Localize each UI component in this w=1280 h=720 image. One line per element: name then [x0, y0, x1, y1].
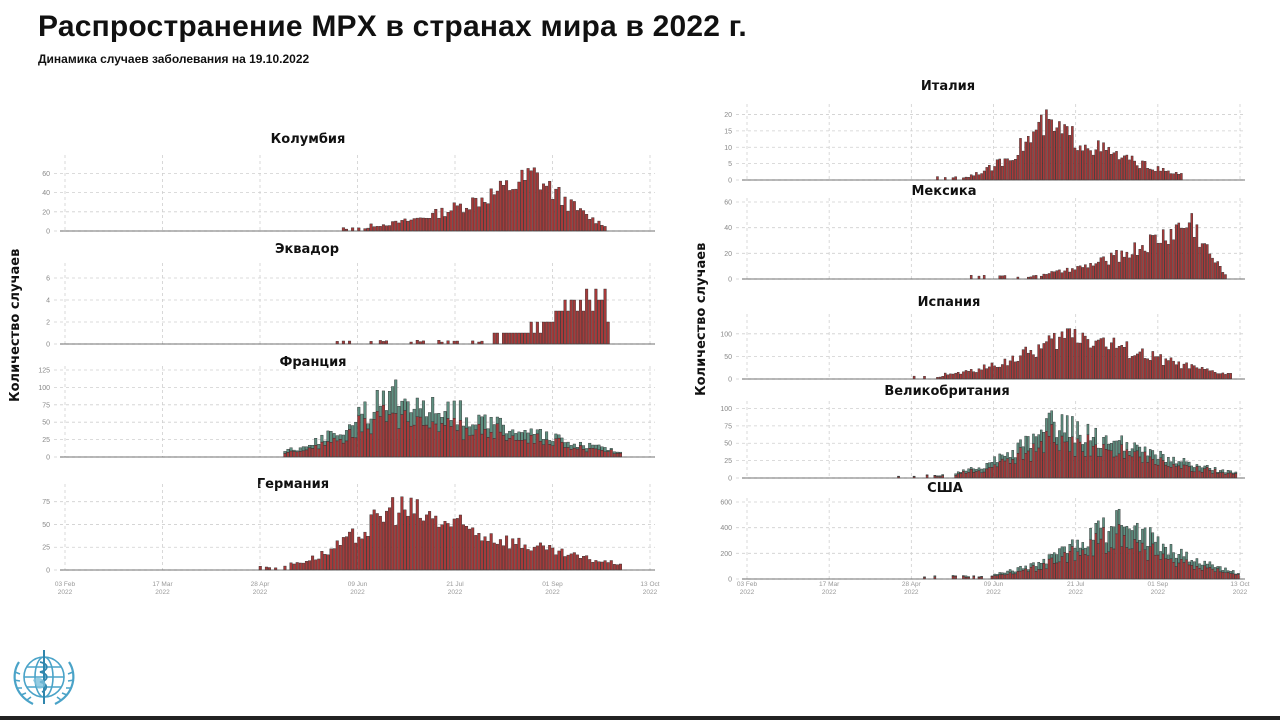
- chart-germany: Германия 0 25 50 75: [35, 477, 660, 575]
- x-tick-label: 17 Mar 2022: [819, 581, 840, 596]
- svg-text:125: 125: [38, 368, 50, 375]
- page-subtitle: Динамика случаев заболевания на 19.10.20…: [38, 52, 310, 66]
- x-tick-label: 09 Jun 2022: [347, 581, 368, 596]
- chart-title: Эквадор: [274, 242, 340, 257]
- svg-text:6: 6: [46, 276, 50, 283]
- svg-text:200: 200: [720, 551, 732, 558]
- chart-title: Италия: [920, 79, 976, 94]
- svg-text:50: 50: [42, 522, 50, 529]
- x-tick-label: 03 Feb 2022: [54, 581, 76, 596]
- chart-title: Германия: [256, 477, 330, 492]
- svg-text:100: 100: [38, 385, 50, 392]
- x-tick-label: 28 Apr 2022: [901, 581, 921, 596]
- svg-text:2: 2: [46, 320, 50, 327]
- svg-text:25: 25: [724, 458, 732, 465]
- svg-text:400: 400: [720, 525, 732, 532]
- chart-title: Великобритания: [884, 384, 1010, 399]
- x-tick-label: 17 Mar 2022: [152, 581, 173, 596]
- svg-text:50: 50: [724, 441, 732, 448]
- svg-text:0: 0: [728, 577, 732, 584]
- svg-text:0: 0: [46, 568, 50, 575]
- chart-italy: Италия 0 5 10 15 20: [720, 79, 1250, 185]
- chart-title: Франция: [279, 355, 347, 370]
- svg-text:5: 5: [728, 161, 732, 168]
- svg-text:25: 25: [42, 545, 50, 552]
- x-tick-label: 01 Sep 2022: [1147, 581, 1169, 596]
- svg-text:0: 0: [728, 178, 732, 185]
- chart-france: Франция 0 25 50 75 100 125: [35, 355, 660, 462]
- x-tick-label: 09 Jun 2022: [983, 581, 1004, 596]
- x-tick-label: 21 Jul 2022: [1066, 581, 1085, 596]
- svg-text:0: 0: [728, 377, 732, 384]
- svg-text:20: 20: [724, 112, 732, 119]
- svg-text:75: 75: [724, 423, 732, 430]
- chart-title: США: [927, 481, 963, 496]
- page-title: Распространение MPX в странах мира в 202…: [38, 10, 747, 43]
- svg-text:40: 40: [724, 225, 732, 232]
- svg-text:600: 600: [720, 500, 732, 507]
- svg-text:0: 0: [46, 455, 50, 462]
- svg-text:60: 60: [42, 171, 50, 178]
- chart-ecuador: Эквадор 0 2 4 6: [35, 242, 660, 349]
- svg-text:75: 75: [42, 499, 50, 506]
- svg-text:100: 100: [720, 331, 732, 338]
- svg-text:4: 4: [46, 298, 50, 305]
- x-tick-label: 28 Apr 2022: [250, 581, 270, 596]
- chart-title: Колумбия: [270, 132, 346, 147]
- svg-text:40: 40: [42, 190, 50, 197]
- x-tick-label: 21 Jul 2022: [446, 581, 464, 596]
- chart-title: Мексика: [911, 184, 977, 199]
- chart-colombia: Колумбия 0 20 40 60: [35, 132, 660, 236]
- svg-text:10: 10: [724, 145, 732, 152]
- svg-text:0: 0: [728, 277, 732, 284]
- svg-text:15: 15: [724, 128, 732, 135]
- who-logo-icon: [13, 650, 75, 705]
- x-tick-label: 13 Oct 2022: [640, 581, 660, 596]
- x-tick-label: 01 Sep 2022: [542, 581, 563, 596]
- svg-text:60: 60: [724, 200, 732, 207]
- y-axis-label-left: Количество случаев: [8, 248, 23, 402]
- bottom-border: [0, 716, 1280, 720]
- x-tick-label: 03 Feb 2022: [736, 581, 758, 596]
- chart-title: Испания: [917, 295, 981, 310]
- svg-text:0: 0: [728, 476, 732, 483]
- chart-usa: США 0 200 400 600: [720, 481, 1250, 584]
- y-axis-label-right: Количество случаев: [694, 242, 709, 396]
- svg-text:0: 0: [46, 229, 50, 236]
- svg-text:50: 50: [42, 420, 50, 427]
- svg-text:25: 25: [42, 437, 50, 444]
- svg-text:20: 20: [42, 209, 50, 216]
- svg-text:100: 100: [720, 406, 732, 413]
- svg-text:75: 75: [42, 402, 50, 409]
- svg-text:20: 20: [724, 251, 732, 258]
- x-tick-label: 13 Oct 2022: [1230, 581, 1250, 596]
- chart-spain: Испания 0 50 100: [720, 295, 1250, 384]
- svg-text:50: 50: [724, 354, 732, 361]
- chart-uk: Великобритания 0 25 50 75 100: [720, 384, 1250, 483]
- svg-text:0: 0: [46, 342, 50, 349]
- chart-mexico: Мексика 0 20 40 60: [720, 184, 1250, 284]
